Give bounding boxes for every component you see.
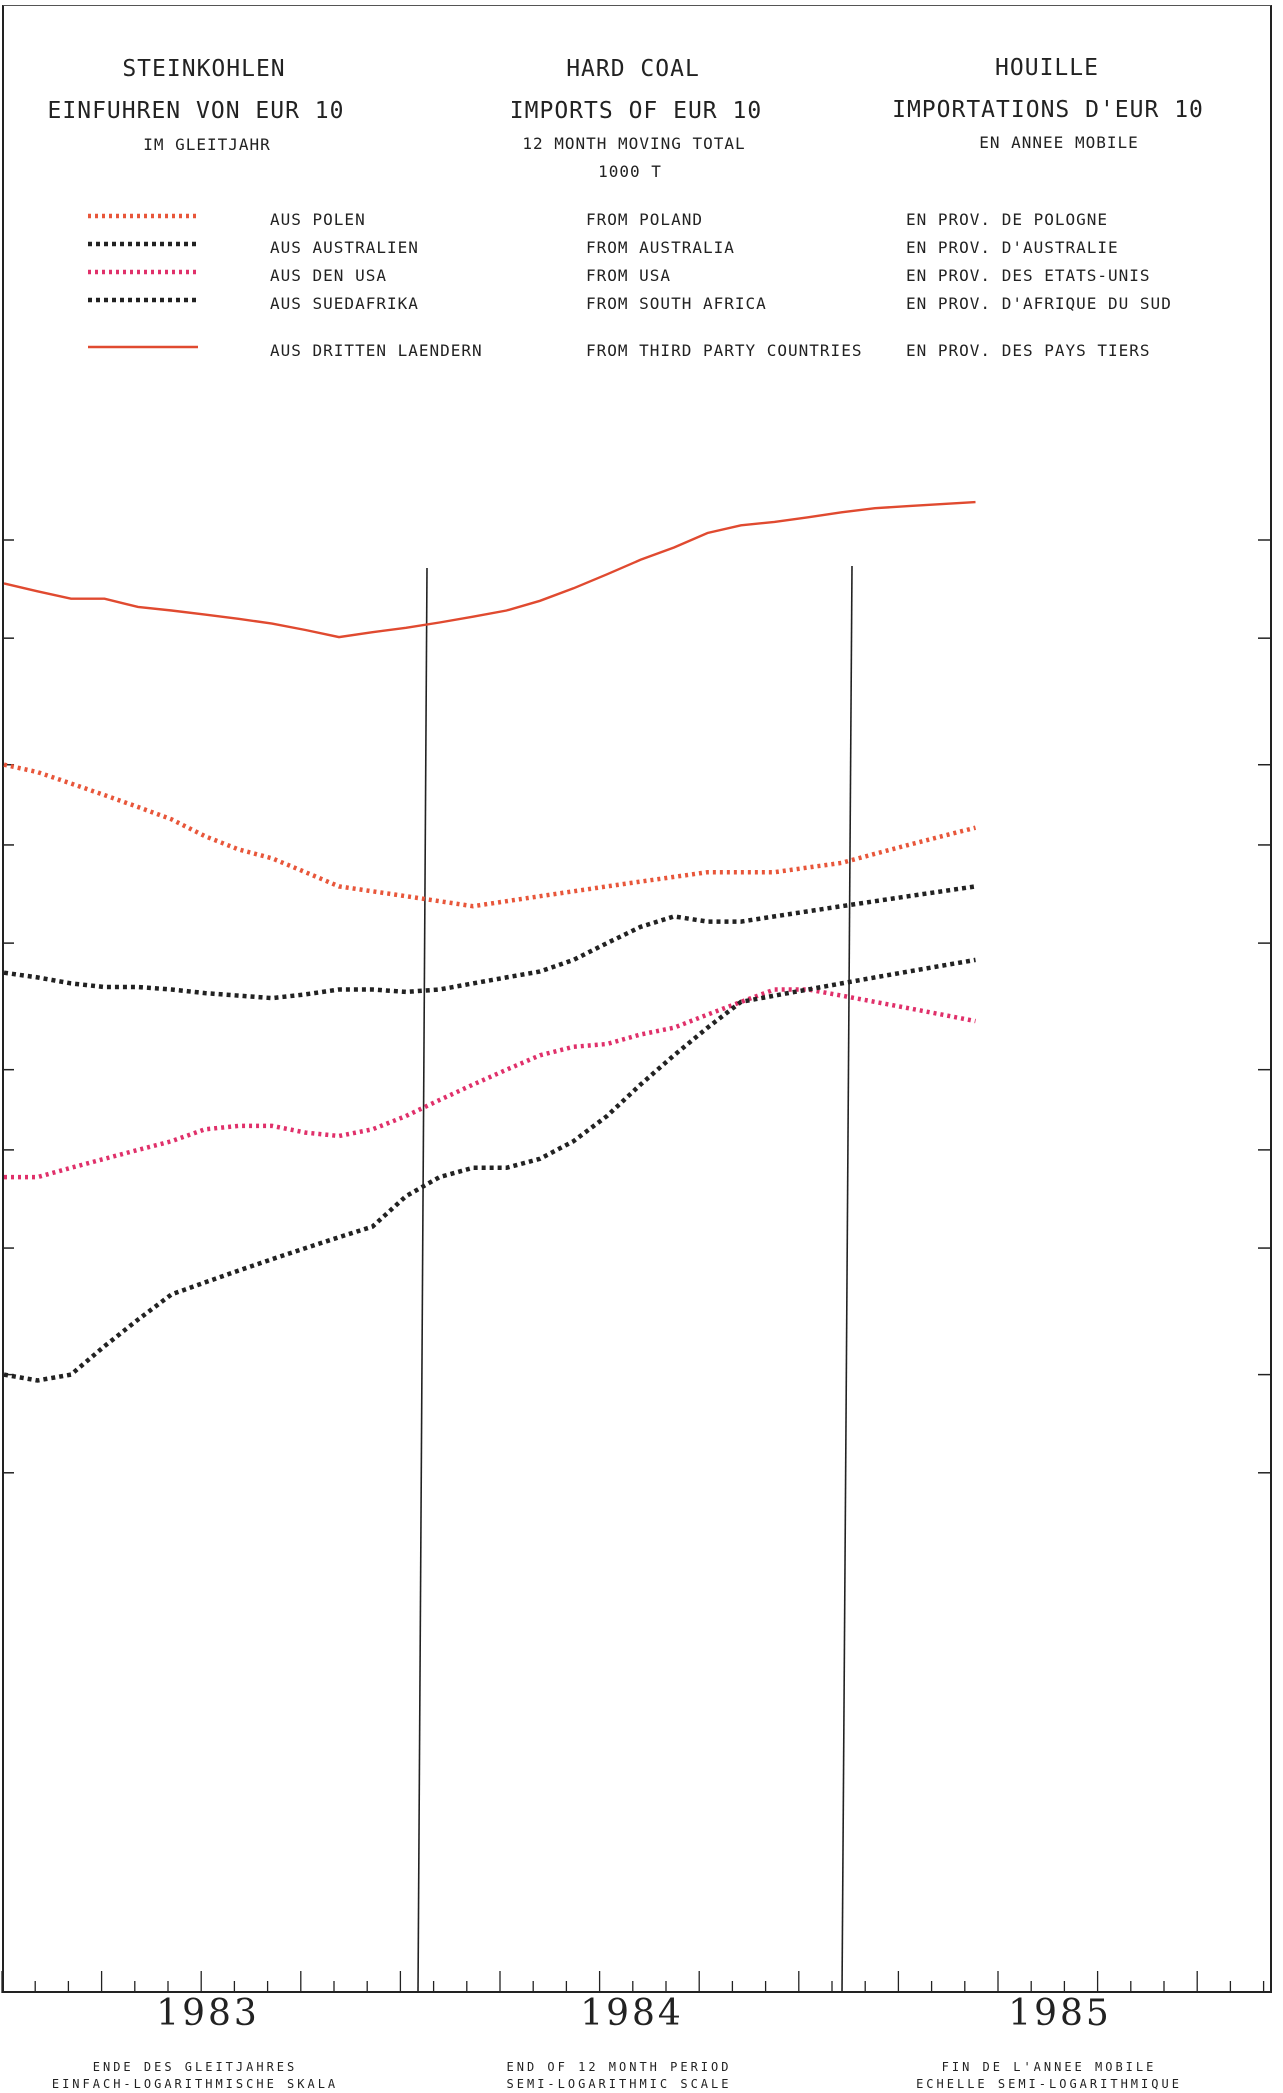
note-fr: EN ANNEE MOBILE	[979, 133, 1139, 152]
legend-label-fr-australia: EN PROV. D'AUSTRALIE	[906, 238, 1119, 257]
legend-label-de-usa: AUS DEN USA	[270, 266, 387, 285]
title-fr: HOUILLE	[995, 55, 1099, 81]
legend-label-en-south-africa: FROM SOUTH AFRICA	[586, 294, 767, 313]
footer-en-line2: SEMI-LOGARITHMIC SCALE	[506, 2077, 732, 2091]
footer-fr-line2: ECHELLE SEMI-LOGARITHMIQUE	[916, 2077, 1182, 2091]
period-line-1984	[841, 565, 853, 1994]
legend-label-en-poland: FROM POLAND	[586, 210, 703, 229]
subtitle-de: EINFUHREN VON EUR 10	[47, 98, 345, 124]
footer-de-line2: EINFACH-LOGARITHMISCHE SKALA	[51, 2077, 339, 2091]
legend-label-en-usa: FROM USA	[586, 266, 672, 285]
subtitle-fr: IMPORTATIONS D'EUR 10	[892, 97, 1204, 123]
legend-label-en-australia: FROM AUSTRALIA	[586, 238, 735, 257]
footer-de-line1: ENDE DES GLEITJAHRES	[92, 2060, 298, 2074]
title-en: HARD COAL	[566, 56, 700, 82]
subtitle-en: IMPORTS OF EUR 10	[509, 98, 763, 124]
series-line-1	[3, 762, 977, 909]
chart-frame	[2, 5, 1272, 1993]
note-en: 12 MONTH MOVING TOTAL	[522, 134, 746, 153]
legend-label-en-third: FROM THIRD PARTY COUNTRIES	[586, 341, 863, 360]
x-tick-label-1983: 1983	[156, 1993, 260, 2034]
legend-label-fr-usa: EN PROV. DES ETATS-UNIS	[906, 266, 1151, 285]
title-de: STEINKOHLEN	[122, 56, 286, 82]
x-tick-label-1984: 1984	[580, 1993, 684, 2034]
legend-label-fr-poland: EN PROV. DE POLOGNE	[906, 210, 1109, 229]
unit-label: 1000 T	[598, 162, 662, 181]
legend-label-de-australia: AUS AUSTRALIEN	[270, 238, 419, 257]
series-line-3	[4, 987, 976, 1180]
x-tick-label-1985: 1985	[1008, 1993, 1112, 2034]
note-de: IM GLEITJAHR	[143, 135, 271, 154]
footer-en-line1: END OF 12 MONTH PERIOD	[506, 2060, 732, 2074]
legend-label-de-poland: AUS POLEN	[270, 210, 366, 229]
period-line-1983	[417, 567, 428, 1994]
series-line-2	[3, 884, 976, 1001]
series-line-4	[3, 957, 976, 1383]
legend-label-fr-third: EN PROV. DES PAYS TIERS	[906, 341, 1151, 360]
legend-label-fr-south-africa: EN PROV. D'AFRIQUE DU SUD	[906, 294, 1172, 313]
footer-fr-line1: FIN DE L'ANNEE MOBILE	[941, 2060, 1157, 2074]
legend-label-de-third: AUS DRITTEN LAENDERN	[270, 341, 483, 360]
legend-label-de-south-africa: AUS SUEDAFRIKA	[270, 294, 419, 313]
series-line-0	[3, 500, 976, 639]
